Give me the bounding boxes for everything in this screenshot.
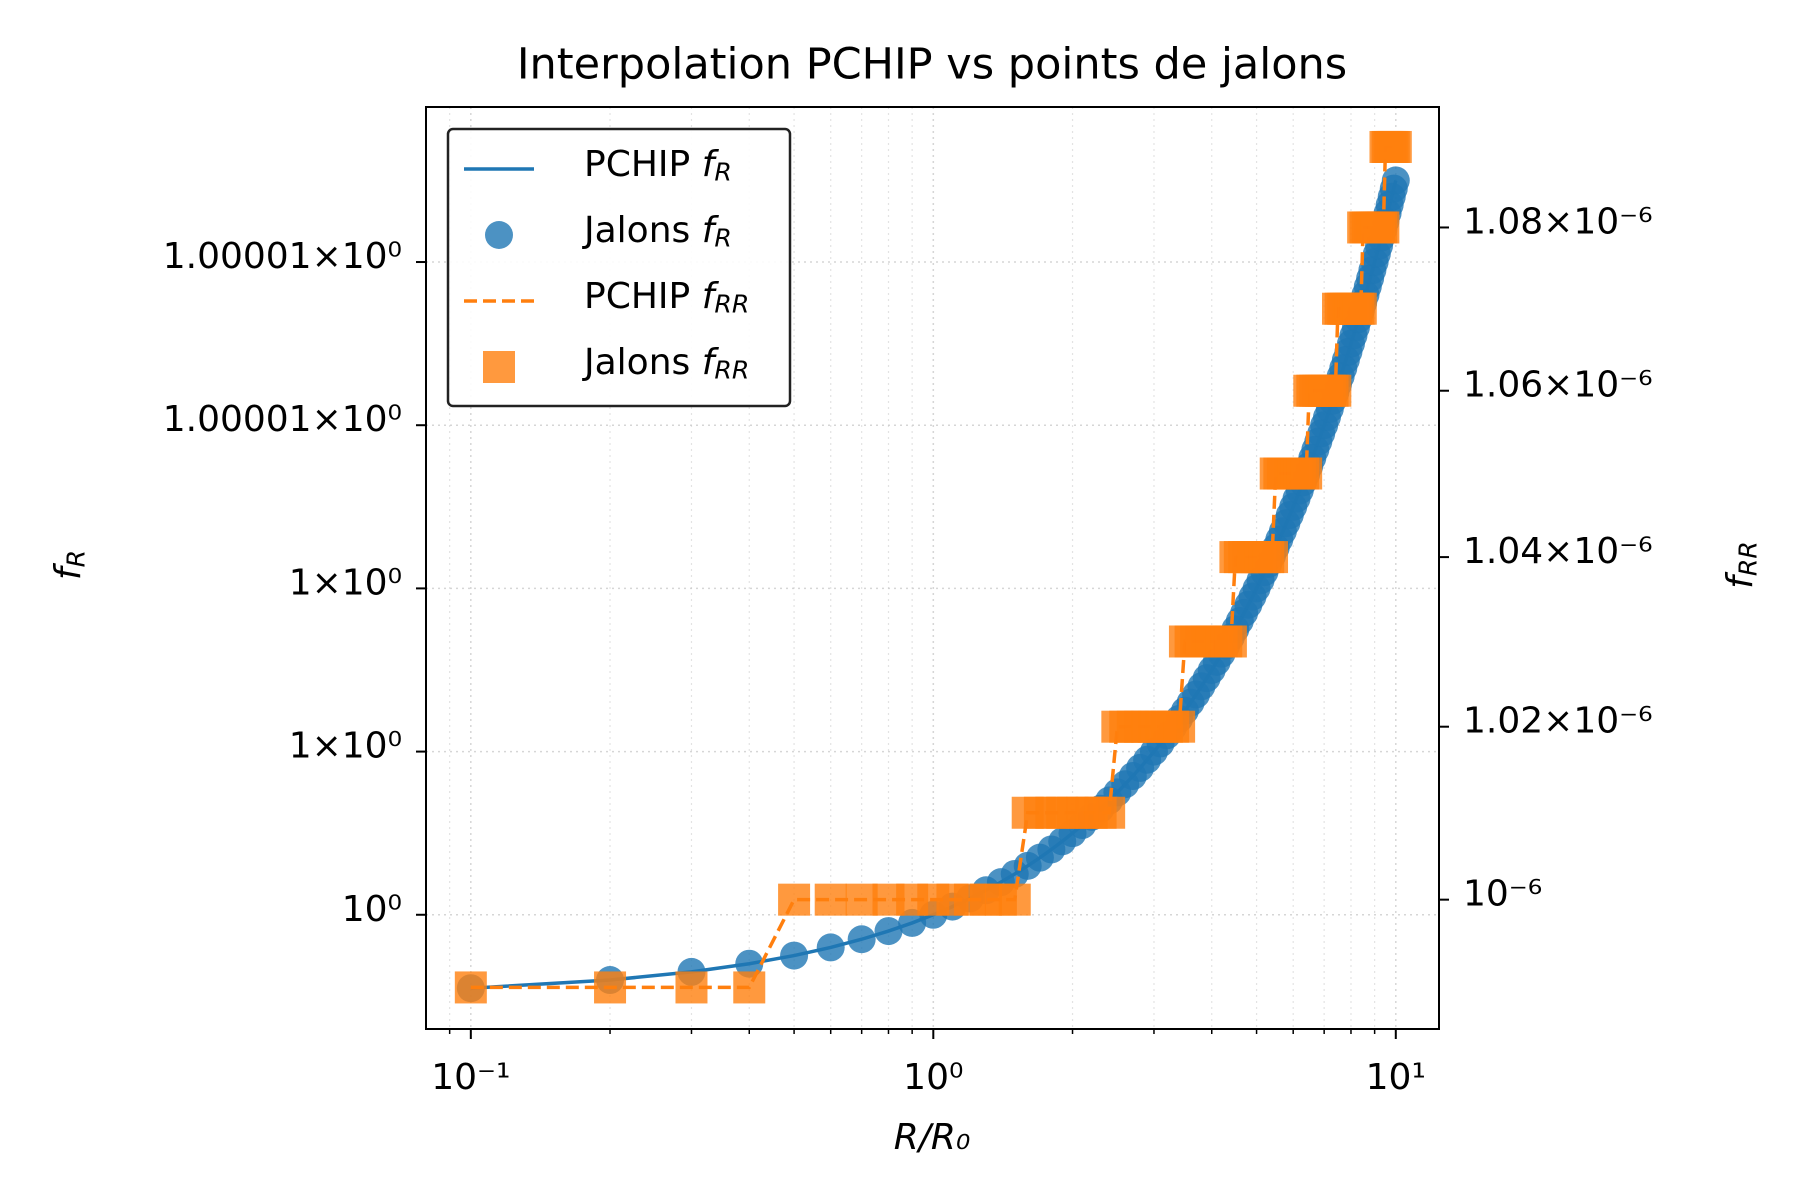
x-tick-label: 10¹ bbox=[1366, 1057, 1426, 1098]
chart-title: Interpolation PCHIP vs points de jalons bbox=[517, 40, 1347, 90]
y2-tick-label: 1.06×10⁻⁶ bbox=[1463, 365, 1653, 406]
y2-tick-label: 1.08×10⁻⁶ bbox=[1463, 201, 1653, 242]
y2-tick-label: 10⁻⁶ bbox=[1463, 874, 1542, 915]
square-point bbox=[998, 883, 1031, 916]
y2-tick-label: 1.04×10⁻⁶ bbox=[1463, 531, 1653, 572]
x-axis-label: R/R₀ bbox=[894, 1117, 971, 1158]
point bbox=[874, 917, 903, 946]
square-point bbox=[814, 883, 847, 916]
square-point bbox=[1093, 796, 1126, 829]
y2-tick-label: 1.02×10⁻⁶ bbox=[1463, 701, 1653, 742]
point bbox=[898, 908, 927, 937]
y-tick-label: 10⁰ bbox=[342, 889, 402, 930]
square-point bbox=[1344, 292, 1377, 325]
y-tick-label: 1×10⁰ bbox=[289, 726, 402, 767]
plot-frame bbox=[425, 106, 1440, 1030]
square-point bbox=[675, 971, 708, 1004]
legend-box bbox=[446, 127, 792, 408]
point bbox=[816, 933, 845, 962]
legend-marker bbox=[485, 221, 513, 249]
square-point bbox=[1163, 710, 1196, 743]
point bbox=[847, 925, 876, 954]
y2-axis-label: fRR bbox=[1720, 541, 1763, 589]
x-tick-label: 10⁰ bbox=[903, 1057, 963, 1098]
y-tick-label: 1.00001×10⁰ bbox=[163, 399, 402, 440]
square-point bbox=[1256, 541, 1289, 574]
square-point bbox=[1214, 625, 1247, 658]
square-point bbox=[1379, 130, 1412, 163]
square-point bbox=[778, 883, 811, 916]
square-point bbox=[733, 971, 766, 1004]
y-tick-label: 1.00001×10⁰ bbox=[163, 236, 402, 277]
x-tick-label: 10⁻¹ bbox=[431, 1057, 510, 1098]
legend-marker bbox=[483, 351, 515, 383]
square-point bbox=[845, 883, 878, 916]
square-point bbox=[594, 971, 627, 1004]
square-point bbox=[1319, 374, 1352, 407]
legend-label: Jalons fR bbox=[582, 210, 732, 253]
square-point bbox=[454, 971, 487, 1004]
square-point bbox=[1290, 457, 1323, 490]
point bbox=[780, 941, 809, 970]
legend-label: PCHIP fR bbox=[584, 144, 732, 187]
y-tick-label: 1×10⁰ bbox=[289, 562, 402, 603]
square-point bbox=[1367, 211, 1400, 244]
point bbox=[1381, 166, 1410, 195]
y-axis-label: fR bbox=[48, 550, 91, 580]
